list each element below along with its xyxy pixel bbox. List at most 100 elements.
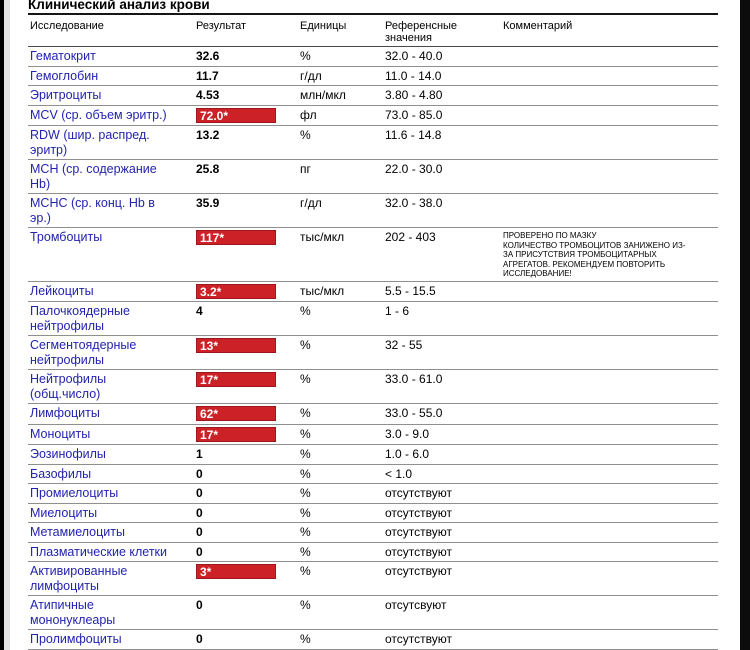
table-row: MCV (ср. объем эритр.) 72.0* фл 73.0 - 8… bbox=[28, 106, 718, 126]
units-cell: % bbox=[300, 426, 311, 441]
result-cell: 17* bbox=[196, 372, 300, 388]
test-name-link[interactable]: Базофилы bbox=[30, 466, 92, 481]
reference-cell: 73.0 - 85.0 bbox=[385, 107, 443, 122]
units-cell: фл bbox=[300, 107, 317, 122]
comment-cell bbox=[503, 196, 718, 197]
reference-cell: отсутствуют bbox=[385, 564, 452, 578]
report-title: Клинический анализ крови bbox=[28, 0, 210, 12]
test-name-link[interactable]: Промиелоциты bbox=[30, 486, 119, 500]
units-cell: г/дл bbox=[300, 196, 322, 210]
test-name-link[interactable]: Моноциты bbox=[30, 426, 91, 441]
comment-cell bbox=[503, 304, 718, 305]
result-value: 17* bbox=[196, 426, 276, 442]
test-name-link[interactable]: Тромбоциты bbox=[30, 230, 103, 244]
reference-cell: 33.0 - 55.0 bbox=[385, 406, 443, 420]
test-name-link[interactable]: Эозинофилы bbox=[30, 447, 106, 461]
table-row: MCH (ср. содержание Hb) 25.8 пг 22.0 - 3… bbox=[28, 160, 718, 194]
reference-cell: 202 - 403 bbox=[385, 230, 436, 244]
result-cell: 0 bbox=[196, 632, 300, 647]
reference-cell: 1.0 - 6.0 bbox=[385, 447, 430, 461]
test-name-link[interactable]: Метамиелоциты bbox=[30, 525, 125, 539]
test-name-link[interactable]: Пролимфоциты bbox=[30, 632, 122, 646]
units-cell: % bbox=[300, 564, 311, 578]
table-row: Пролимфоциты 0 % отсутствуют bbox=[28, 630, 718, 650]
reference-cell: 22.0 - 30.0 bbox=[385, 162, 443, 176]
reference-cell: 3.80 - 4.80 bbox=[385, 88, 443, 102]
table-row: Эозинофилы 1 % 1.0 - 6.0 bbox=[28, 445, 718, 465]
result-value: 72.0* bbox=[196, 107, 276, 123]
result-value: 0 bbox=[196, 466, 203, 481]
table-row: MCHC (ср. конц. Hb в эр.) 35.9 г/дл 32.0… bbox=[28, 194, 718, 228]
comment-cell bbox=[503, 486, 718, 487]
reference-cell: 11.0 - 14.0 bbox=[385, 68, 442, 83]
test-name-link[interactable]: Миелоциты bbox=[30, 505, 98, 520]
result-cell: 32.6 bbox=[196, 49, 300, 64]
test-name-link[interactable]: Гематокрит bbox=[30, 49, 96, 63]
right-border-strip bbox=[740, 0, 750, 650]
test-name-link[interactable]: MCV (ср. объем эритр.) bbox=[30, 107, 167, 122]
test-name-link[interactable]: Эритроциты bbox=[30, 88, 102, 102]
comment-cell bbox=[503, 564, 718, 565]
reference-cell: отсутствуют bbox=[385, 486, 452, 500]
table-row: Эритроциты 4.53 млн/мкл 3.80 - 4.80 bbox=[28, 86, 718, 106]
test-name-link[interactable]: MCHC (ср. конц. Hb в эр.) bbox=[30, 196, 155, 225]
comment-cell bbox=[503, 447, 718, 448]
test-name-link[interactable]: RDW (шир. распред. эритр) bbox=[30, 128, 150, 157]
result-value: 17* bbox=[196, 372, 276, 387]
result-cell: 3.2* bbox=[196, 283, 300, 300]
result-value: 4 bbox=[196, 304, 203, 318]
table-row: Базофилы 0 % < 1.0 bbox=[28, 465, 718, 484]
units-cell: % bbox=[300, 49, 311, 63]
result-cell: 72.0* bbox=[196, 107, 300, 124]
units-cell: % bbox=[300, 447, 311, 461]
table-row: Лейкоциты 3.2* тыс/мкл 5.5 - 15.5 bbox=[28, 282, 718, 302]
result-value: 4.53 bbox=[196, 88, 220, 102]
test-name-link[interactable]: MCH (ср. содержание Hb) bbox=[30, 162, 157, 191]
title-divider bbox=[28, 13, 718, 15]
table-row: Миелоциты 0 % отсутствуют bbox=[28, 504, 718, 523]
table-row: Палочкоядерные нейтрофилы 4 % 1 - 6 bbox=[28, 302, 718, 336]
table-row: RDW (шир. распред. эритр) 13.2 % 11.6 - … bbox=[28, 126, 718, 160]
result-value: 0 bbox=[196, 505, 203, 520]
comment-cell bbox=[503, 108, 718, 109]
test-name-link[interactable]: Гемоглобин bbox=[30, 68, 99, 83]
reference-cell: 3.0 - 9.0 bbox=[385, 426, 430, 441]
units-cell: % bbox=[300, 372, 311, 386]
units-cell: г/дл bbox=[300, 68, 322, 83]
comment-cell bbox=[503, 545, 718, 546]
units-cell: % bbox=[300, 598, 311, 612]
units-cell: % bbox=[300, 128, 311, 142]
test-name-link[interactable]: Сегментоядерные нейтрофилы bbox=[30, 338, 137, 367]
test-name-link[interactable]: Лимфоциты bbox=[30, 406, 100, 420]
comment-cell bbox=[503, 128, 718, 129]
units-cell: тыс/мкл bbox=[300, 230, 345, 244]
units-cell: тыс/мкл bbox=[300, 283, 345, 298]
table-row: Тромбоциты 117* тыс/мкл 202 - 403 ПРОВЕР… bbox=[28, 228, 718, 282]
test-name-link[interactable]: Нейтрофилы (общ.число) bbox=[30, 372, 107, 401]
result-value: 0 bbox=[196, 598, 203, 612]
result-value: 32.6 bbox=[196, 49, 220, 63]
comment-cell bbox=[503, 506, 718, 507]
reference-cell: 11.6 - 14.8 bbox=[385, 128, 442, 142]
comment-cell bbox=[503, 372, 718, 373]
table-row: Промиелоциты 0 % отсутствуют bbox=[28, 484, 718, 504]
comment-cell bbox=[503, 338, 718, 339]
comment-cell bbox=[503, 525, 718, 526]
result-cell: 11.7 bbox=[196, 69, 300, 84]
test-name-link[interactable]: Плазматические клетки bbox=[30, 544, 168, 559]
table-row: Гемоглобин 11.7 г/дл 11.0 - 14.0 bbox=[28, 67, 718, 86]
reference-cell: отсутсвуют bbox=[385, 598, 447, 612]
test-name-link[interactable]: Палочкоядерные нейтрофилы bbox=[30, 304, 130, 333]
reference-cell: 1 - 6 bbox=[385, 304, 410, 318]
test-name-link[interactable]: Атипичные мононуклеары bbox=[30, 598, 116, 627]
comment-cell: ПРОВЕРЕНО ПО МАЗКУ КОЛИЧЕСТВО ТРОМБОЦИТО… bbox=[503, 231, 686, 278]
comment-cell bbox=[503, 69, 718, 70]
result-cell: 1 bbox=[196, 447, 300, 462]
reference-cell: отсутствуют bbox=[385, 505, 452, 520]
test-name-link[interactable]: Активированные лимфоциты bbox=[30, 564, 128, 593]
column-header-reference: Референсные значения bbox=[385, 20, 458, 44]
test-name-link[interactable]: Лейкоциты bbox=[30, 283, 94, 298]
comment-cell bbox=[503, 467, 718, 468]
result-cell: 35.9 bbox=[196, 196, 300, 211]
